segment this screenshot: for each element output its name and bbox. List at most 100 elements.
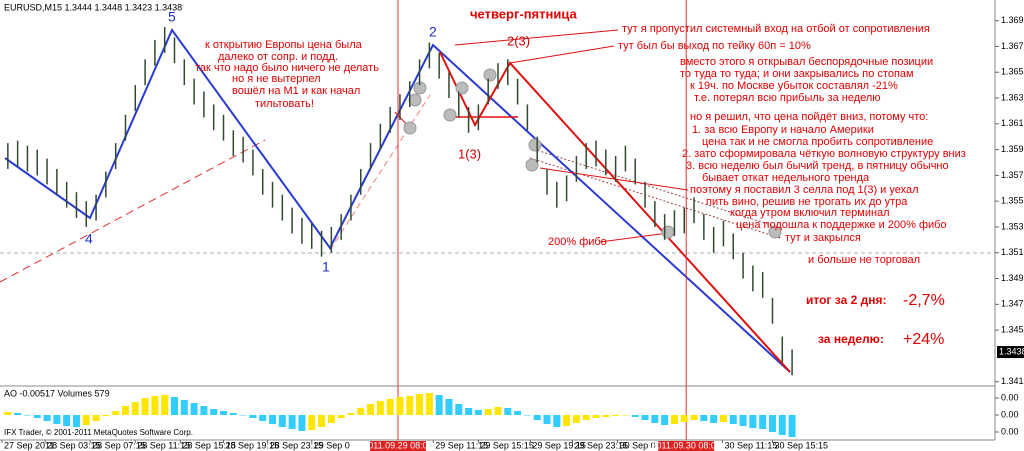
ao-bar: [553, 415, 561, 427]
ao-bar: [592, 415, 600, 418]
wave-label: 5: [168, 9, 176, 25]
ao-bar: [367, 404, 375, 415]
trend-line: [329, 94, 431, 251]
annotation: цена подошла к поддержке и 200% фибо: [736, 219, 947, 231]
ao-bar: [494, 407, 502, 415]
y2-tick-label: 0.00: [1001, 426, 1019, 436]
ao-bar: [121, 406, 129, 415]
ao-bar: [416, 394, 424, 415]
y-tick-label: 1.3515: [1001, 247, 1024, 257]
ao-bar: [288, 415, 296, 429]
annotation: когда утром включил терминал: [730, 207, 890, 219]
ao-bar: [612, 415, 620, 416]
ao-bar: [778, 415, 786, 435]
ao-bar: [661, 415, 669, 425]
ao-bar: [327, 415, 335, 423]
x-tick-label: 30 Sep 11:15: [724, 440, 777, 450]
annotations: к открытию Европы цена была далеко от со…: [195, 23, 966, 348]
annotation: то туда то туда; и они закрывались по ст…: [680, 68, 914, 80]
ao-bar: [43, 415, 51, 421]
ao-bar: [269, 415, 277, 424]
footer: IFX Trader, © 2001-2011 MetaQuotes Softw…: [4, 428, 193, 437]
x-tick-label: 29 Sep 0: [314, 440, 350, 450]
ao-bar: [23, 415, 31, 416]
callout: [599, 232, 669, 243]
ao-bar: [33, 415, 41, 418]
day-label-box: [658, 441, 715, 451]
ao-bar: [563, 415, 571, 426]
day-label: 2011.09.29 08:00: [363, 440, 432, 450]
ao-bar: [318, 415, 326, 427]
y-tick-label: 1.3475: [1001, 299, 1024, 309]
y-tick-label: 1.3635: [1001, 92, 1024, 102]
x-tick-label: 29 Sep 15:15: [480, 440, 534, 450]
ao-bar: [82, 415, 90, 425]
result-label: итог за 2 дня:: [806, 293, 886, 307]
annotation: тут был бы выход по тейку 60п = 10%: [618, 40, 811, 52]
ao-bar: [112, 411, 120, 415]
x-tick-label: 27 Sep 2011: [4, 440, 54, 450]
annotation: 3. всю неделю был бычий тренд, в пятницу…: [686, 160, 949, 172]
wave-label: 4: [85, 231, 93, 247]
annotation: бывает откат недельного тренда: [702, 172, 870, 184]
ao-bar: [63, 415, 71, 426]
ao-bar: [210, 409, 218, 415]
y2-tick-label: 0.00: [1001, 409, 1019, 419]
ao-bar: [229, 413, 237, 415]
last-price-box: [997, 346, 1024, 359]
ao-bar: [376, 401, 384, 415]
ao-bar: [484, 409, 492, 415]
annotation: пить вино, решив не трогать их до утра: [706, 196, 908, 208]
y-tick-label: 1.3695: [1001, 15, 1024, 25]
annotation: тильтовать!: [255, 98, 314, 110]
trend-line: [0, 139, 266, 283]
indicator-label: AO -0.00517 Volumes 579: [4, 388, 110, 398]
day-label: 2011.09.30 08:00: [652, 440, 721, 450]
ao-bar: [719, 415, 727, 422]
annotation: 1. за всю Европу и начало Америки: [692, 124, 874, 136]
annotation: тут и закрылся: [785, 232, 861, 244]
y-tick-label: 1.3555: [1001, 196, 1024, 206]
ao-bar: [14, 413, 22, 415]
ao-bar: [641, 415, 649, 420]
x-tick-label: 29 Sep 19:15: [532, 440, 586, 450]
ao-bar: [102, 415, 110, 416]
result-value: -2,7%: [903, 292, 945, 309]
x-tick-label: 30 Sep 15:15: [774, 440, 828, 450]
ao-bar: [455, 404, 463, 415]
ao-bar: [425, 393, 433, 415]
y-tick-label: 1.3615: [1001, 118, 1024, 128]
callout: [539, 167, 689, 191]
ao-bar: [680, 415, 688, 422]
wave-label: 1(3): [458, 146, 481, 161]
ao-bar: [53, 415, 61, 424]
ao-bar: [386, 399, 394, 415]
x-tick-label: 28 Sep 23:15: [270, 440, 324, 450]
annotation: к открытию Европы цена была: [205, 39, 363, 51]
y-tick-label: 1.3595: [1001, 144, 1024, 154]
x-tick-label: 30 Sep 0: [620, 440, 656, 450]
y-tick-label: 1.3655: [1001, 67, 1024, 77]
wave-label: 2(3): [507, 33, 530, 48]
x-tick-label: 29 Sep 23:15: [574, 440, 628, 450]
symbol-header: EURUSD,M15 1.3444 1.3448 1.3423 1.3438: [4, 2, 182, 12]
ao-bar: [710, 415, 718, 423]
annotation: далеко от сопр. и подд.: [218, 51, 338, 63]
annotation: вошёл на М1 и как начал: [232, 85, 360, 97]
result-label: за неделю:: [818, 332, 884, 346]
annotation: тут я пропустил системный вход на отбой …: [622, 23, 930, 35]
y2-tick-label: 0.00: [1001, 392, 1019, 402]
ao-bar: [504, 408, 512, 415]
ao-bar: [131, 402, 139, 415]
last-price-label: 1.3438: [999, 346, 1024, 356]
x-tick-label: 28 Sep 19:15: [226, 440, 280, 450]
ao-bar: [474, 410, 482, 415]
x-tick-label: 29 Sep 11:15: [435, 440, 488, 450]
ao-bar: [298, 415, 306, 431]
ao-bar: [141, 398, 149, 415]
ao-bar: [151, 396, 159, 415]
ao-bar: [788, 415, 796, 437]
annotation: цена так и не смогла пробить сопротивлен…: [702, 136, 933, 148]
ao-bar: [92, 415, 100, 421]
ao-bar: [523, 415, 531, 416]
